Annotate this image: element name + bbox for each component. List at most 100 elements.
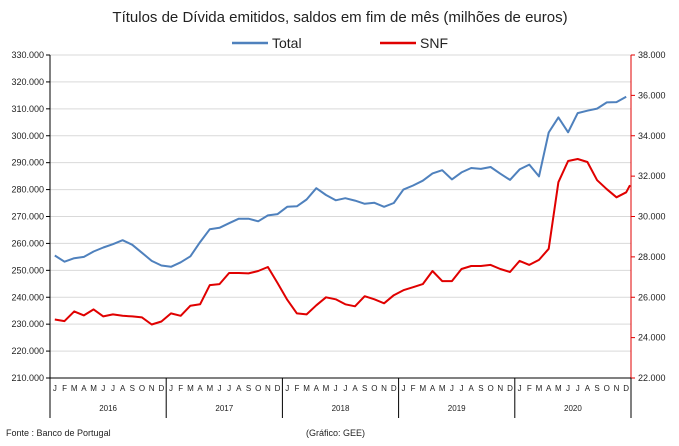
year-label: 2017 <box>215 404 233 413</box>
month-tick-label: O <box>604 384 610 393</box>
month-tick-label: M <box>187 384 194 393</box>
month-tick-label: J <box>450 384 454 393</box>
month-tick-label: A <box>546 384 552 393</box>
month-tick-label: N <box>497 384 503 393</box>
series-layer <box>54 95 631 326</box>
month-tick-label: J <box>460 384 464 393</box>
left-tick-label: 260.000 <box>11 238 44 248</box>
right-tick-label: 24.000 <box>638 333 666 343</box>
month-tick-label: A <box>236 384 242 393</box>
series-line-total <box>54 95 627 268</box>
left-tick-label: 320.000 <box>11 77 44 87</box>
year-label: 2019 <box>448 404 466 413</box>
month-tick-label: A <box>120 384 126 393</box>
month-tick-label: J <box>401 384 405 393</box>
month-tick-label: J <box>285 384 289 393</box>
left-tick-label: 240.000 <box>11 292 44 302</box>
month-tick-label: S <box>362 384 367 393</box>
chart-title: Títulos de Dívida emitidos, saldos em fi… <box>112 9 567 26</box>
left-axis-ticks: 210.000 220.000 230.000 240.000 250.000 260.0… <box>11 50 50 383</box>
month-tick-label: O <box>139 384 145 393</box>
month-tick-label: M <box>439 384 446 393</box>
left-tick-label: 230.000 <box>11 319 44 329</box>
month-tick-label: M <box>323 384 330 393</box>
month-tick-label: M <box>303 384 310 393</box>
left-tick-label: 250.000 <box>11 265 44 275</box>
month-tick-label: M <box>206 384 213 393</box>
month-tick-label: J <box>343 384 347 393</box>
left-tick-label: 220.000 <box>11 346 44 356</box>
right-tick-label: 22.000 <box>638 373 666 383</box>
right-tick-label: 38.000 <box>638 50 666 60</box>
source-note: Fonte : Banco de Portugal <box>6 428 111 438</box>
month-tick-label: A <box>585 384 591 393</box>
month-tick-label: M <box>71 384 78 393</box>
month-tick-label: D <box>158 384 164 393</box>
series-line-snf <box>54 158 631 326</box>
month-tick-label: M <box>536 384 543 393</box>
month-tick-label: D <box>507 384 513 393</box>
month-tick-label: N <box>149 384 155 393</box>
right-tick-label: 28.000 <box>638 252 666 262</box>
right-tick-label: 36.000 <box>638 90 666 100</box>
month-tick-label: F <box>411 384 416 393</box>
month-tick-label: J <box>217 384 221 393</box>
year-label: 2020 <box>564 404 582 413</box>
legend-label-snf: SNF <box>420 35 448 51</box>
legend: Total SNF <box>232 35 448 51</box>
legend-label-total: Total <box>272 35 302 51</box>
month-tick-label: J <box>518 384 522 393</box>
year-label: 2016 <box>99 404 117 413</box>
right-tick-label: 32.000 <box>638 171 666 181</box>
month-tick-label: J <box>101 384 105 393</box>
credit-note: (Gráfico: GEE) <box>306 428 366 438</box>
left-tick-label: 270.000 <box>11 212 44 222</box>
month-tick-label: M <box>419 384 426 393</box>
month-tick-label: A <box>81 384 87 393</box>
month-tick-label: A <box>430 384 436 393</box>
month-tick-label: M <box>555 384 562 393</box>
month-tick-label: J <box>111 384 115 393</box>
month-tick-label: F <box>178 384 183 393</box>
left-tick-label: 310.000 <box>11 104 44 114</box>
month-tick-label: D <box>623 384 629 393</box>
left-tick-label: 280.000 <box>11 185 44 195</box>
left-tick-label: 300.000 <box>11 131 44 141</box>
left-tick-label: 330.000 <box>11 50 44 60</box>
month-tick-label: O <box>255 384 261 393</box>
month-tick-label: A <box>314 384 320 393</box>
month-tick-label: S <box>594 384 599 393</box>
month-tick-label: A <box>469 384 475 393</box>
month-tick-label: D <box>275 384 281 393</box>
month-tick-label: O <box>487 384 493 393</box>
month-tick-label: F <box>62 384 67 393</box>
right-tick-label: 26.000 <box>638 292 666 302</box>
month-tick-label: J <box>227 384 231 393</box>
month-tick-label: J <box>566 384 570 393</box>
year-label: 2018 <box>332 404 350 413</box>
month-tick-label: N <box>265 384 271 393</box>
month-tick-label: S <box>478 384 483 393</box>
month-tick-label: S <box>246 384 251 393</box>
month-tick-label: A <box>197 384 203 393</box>
right-tick-label: 30.000 <box>638 212 666 222</box>
month-tick-label: M <box>90 384 97 393</box>
month-tick-label: F <box>527 384 532 393</box>
left-tick-label: 210.000 <box>11 373 44 383</box>
month-tick-label: A <box>352 384 358 393</box>
right-tick-label: 34.000 <box>638 131 666 141</box>
left-tick-label: 290.000 <box>11 158 44 168</box>
month-tick-label: N <box>381 384 387 393</box>
month-tick-label: O <box>371 384 377 393</box>
month-tick-label: S <box>130 384 135 393</box>
month-tick-label: F <box>294 384 299 393</box>
right-axis-ticks: 22.000 24.000 26.000 28.000 30.000 32.000 34.0… <box>631 50 666 383</box>
month-tick-label: D <box>391 384 397 393</box>
month-tick-label: J <box>334 384 338 393</box>
month-tick-label: J <box>169 384 173 393</box>
month-tick-label: N <box>614 384 620 393</box>
gridlines <box>50 54 631 352</box>
month-tick-label: J <box>576 384 580 393</box>
month-tick-label: J <box>53 384 57 393</box>
